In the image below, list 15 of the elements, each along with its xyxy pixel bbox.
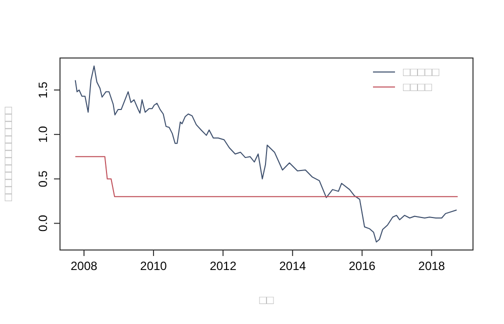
legend-label: □□□□ xyxy=(403,80,433,94)
y-tick-label: 1.0 xyxy=(36,126,50,143)
y-tick-label: 0.0 xyxy=(36,214,50,232)
x-tick-label: 2010 xyxy=(140,259,168,273)
y-tick-label: 0.5 xyxy=(36,170,50,188)
x-tick-label: 2012 xyxy=(210,259,237,273)
y-tick-label: 1.5 xyxy=(36,81,50,98)
x-tick-label: 2018 xyxy=(418,259,446,273)
x-tick-label: 2016 xyxy=(348,259,376,273)
line-series xyxy=(74,66,458,242)
y-axis-title: □□□□□□□□□□□□□ xyxy=(1,106,15,202)
x-axis-title: □□ xyxy=(259,293,274,307)
x-tick-label: 2008 xyxy=(70,259,98,273)
legend-label: □□□□□ xyxy=(403,65,440,79)
x-tick-label: 2014 xyxy=(279,259,306,273)
